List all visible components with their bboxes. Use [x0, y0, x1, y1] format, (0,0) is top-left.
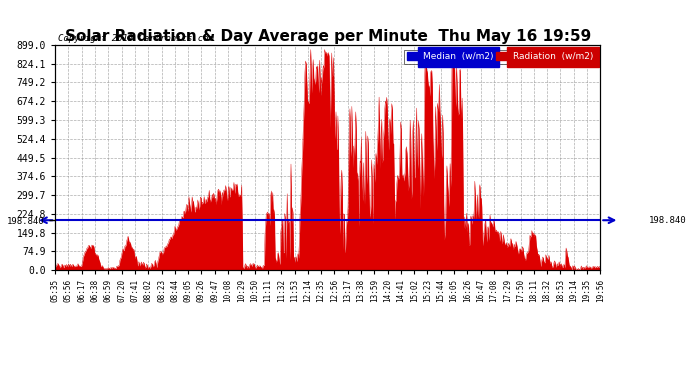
Title: Solar Radiation & Day Average per Minute  Thu May 16 19:59: Solar Radiation & Day Average per Minute…	[65, 29, 591, 44]
Legend: Median  (w/m2), Radiation  (w/m2): Median (w/m2), Radiation (w/m2)	[404, 50, 595, 64]
Text: Copyright 2019 Cartronics.com: Copyright 2019 Cartronics.com	[58, 34, 214, 43]
Text: 198.840: 198.840	[649, 216, 687, 225]
